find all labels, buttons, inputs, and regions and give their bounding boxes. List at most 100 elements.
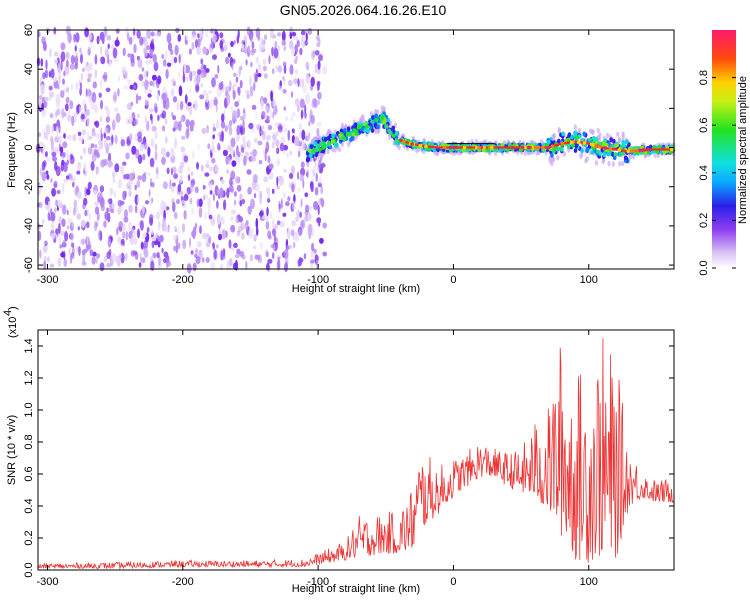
- noise-blob: [80, 135, 84, 143]
- noise-blob: [291, 165, 295, 175]
- noise-blob: [146, 227, 150, 233]
- noise-blob: [52, 156, 57, 162]
- track-green-blob: [426, 147, 431, 152]
- noise-blob: [276, 220, 281, 226]
- noise-blob: [225, 56, 230, 65]
- noise-blob: [205, 93, 209, 104]
- noise-blob: [176, 101, 179, 112]
- noise-blob: [162, 217, 167, 223]
- track-core-blob: [574, 143, 579, 149]
- noise-blob: [96, 35, 100, 45]
- noise-blob: [268, 155, 271, 164]
- noise-blob: [249, 151, 255, 156]
- noise-blob: [110, 208, 115, 214]
- noise-blob: [190, 250, 194, 255]
- snr-y-tick-label: 0.6: [23, 466, 35, 481]
- noise-blob: [294, 231, 300, 242]
- noise-blob: [136, 30, 141, 39]
- noise-blob: [205, 257, 210, 263]
- noise-blob: [60, 51, 66, 62]
- noise-blob: [128, 221, 132, 232]
- noise-blob: [243, 155, 247, 166]
- noise-blob: [166, 167, 170, 175]
- noise-blob: [43, 101, 48, 109]
- noise-blob: [300, 167, 306, 177]
- snr-frame: [37, 329, 675, 571]
- track-peak-dot: [462, 145, 467, 150]
- noise-blob: [239, 193, 243, 200]
- noise-blob: [48, 85, 53, 91]
- noise-blob: [210, 216, 216, 226]
- noise-blob: [299, 98, 305, 109]
- snr-x-tick-label: 100: [580, 576, 598, 588]
- noise-blob: [57, 199, 62, 209]
- track-green-blob: [485, 148, 490, 153]
- noise-blob: [282, 88, 287, 94]
- track-halo-blob: [607, 160, 611, 167]
- noise-blob: [54, 161, 58, 171]
- noise-blob: [93, 149, 99, 157]
- noise-blob: [237, 86, 241, 96]
- track-halo-blob: [653, 152, 657, 158]
- figure-title: GN05.2026.064.16.26.E10: [280, 2, 447, 18]
- track-halo-blob: [360, 114, 364, 120]
- spectrogram-x-ticks: -300 -200 -100 0 100: [36, 30, 598, 286]
- noise-blob: [165, 69, 169, 79]
- noise-blob: [122, 161, 127, 166]
- noise-blob: [88, 32, 92, 41]
- spectrogram-noise-region: [35, 25, 328, 274]
- noise-blob: [158, 234, 164, 243]
- noise-blob: [65, 51, 70, 60]
- noise-blob: [41, 161, 46, 171]
- noise-blob: [272, 134, 278, 142]
- noise-blob: [60, 90, 65, 98]
- noise-blob: [147, 93, 152, 98]
- noise-blob: [172, 96, 178, 103]
- noise-blob: [142, 205, 145, 215]
- track-halo-blob: [328, 129, 332, 135]
- noise-blob: [105, 116, 111, 123]
- noise-blob: [39, 95, 43, 100]
- noise-blob: [247, 205, 252, 215]
- noise-blob: [129, 133, 133, 142]
- track-green-blob: [315, 143, 320, 148]
- noise-blob: [317, 204, 320, 216]
- noise-blob: [49, 263, 55, 268]
- noise-blob: [197, 38, 201, 48]
- track-green-blob: [596, 149, 600, 154]
- track-core-blob: [612, 138, 616, 144]
- noise-blob: [314, 160, 317, 168]
- noise-blob: [111, 44, 115, 50]
- noise-blob: [250, 198, 255, 210]
- noise-blob: [230, 216, 234, 222]
- noise-blob: [149, 196, 152, 205]
- noise-blob: [53, 26, 57, 35]
- noise-blob: [230, 209, 235, 216]
- track-halo-blob: [333, 129, 337, 136]
- noise-blob: [200, 72, 206, 79]
- noise-blob: [197, 143, 200, 150]
- noise-blob: [50, 222, 55, 231]
- noise-blob: [196, 198, 200, 208]
- noise-blob: [151, 236, 157, 242]
- noise-blob: [186, 263, 192, 274]
- noise-blob: [164, 98, 170, 110]
- noise-blob: [121, 238, 125, 245]
- noise-blob: [179, 100, 184, 111]
- noise-blob: [196, 162, 199, 170]
- noise-blob: [124, 72, 127, 80]
- noise-blob: [120, 252, 125, 264]
- noise-blob: [69, 253, 73, 264]
- noise-blob: [235, 215, 238, 224]
- noise-blob: [181, 223, 186, 233]
- track-core-blob: [366, 128, 371, 134]
- noise-blob: [78, 246, 81, 256]
- noise-blob: [130, 250, 136, 257]
- noise-blob: [261, 125, 265, 130]
- noise-blob: [269, 211, 273, 220]
- track-core-blob: [567, 144, 571, 150]
- noise-blob: [273, 223, 279, 230]
- track-core-blob: [612, 155, 617, 161]
- noise-blob: [219, 40, 224, 50]
- noise-blob: [68, 105, 71, 110]
